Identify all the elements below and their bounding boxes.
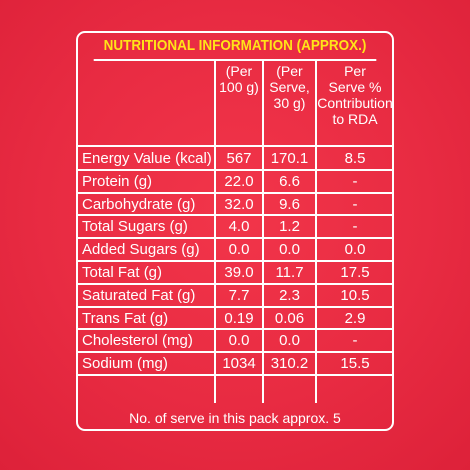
- nutrition-panel: NUTRITIONAL INFORMATION (APPROX.) (Per 10…: [76, 31, 394, 431]
- rda-value: 8.5: [344, 150, 366, 167]
- per-100g-value: 7.7: [228, 286, 250, 304]
- per-serve-value: 310.2: [270, 355, 309, 373]
- nutrient-label: Energy Value (kcal): [82, 150, 212, 167]
- per-serve-value: 0.0: [279, 241, 300, 259]
- column-header-1: (Per 100 g): [215, 63, 263, 95]
- nutrient-label: Protein (g): [82, 172, 153, 190]
- per-serve-value: 11.7: [275, 264, 304, 281]
- panel-title: NUTRITIONAL INFORMATION (APPROX.): [93, 33, 377, 61]
- column-header-line: Contribution: [317, 95, 393, 111]
- rda-value: -: [352, 332, 358, 350]
- per-100g-value: 22.0: [224, 172, 254, 190]
- per-100g-value: 32.0: [224, 195, 254, 213]
- per-100g-value: 39.0: [224, 264, 254, 281]
- row-divider: [78, 351, 392, 354]
- per-100g-value: 4.0: [228, 218, 250, 236]
- nutrient-label: Trans Fat (g): [82, 309, 169, 327]
- column-header-line: Serve,: [269, 79, 310, 95]
- column-header-line: (Per: [276, 63, 303, 79]
- rda-value: -: [352, 195, 358, 213]
- per-100g-value: 0.0: [228, 241, 250, 259]
- column-header-line: to RDA: [332, 111, 378, 127]
- column-header-line: Per: [344, 63, 366, 79]
- per-serve-value: 2.3: [279, 286, 300, 304]
- rda-value: 10.5: [340, 286, 370, 304]
- rda-value: -: [352, 172, 358, 190]
- per-serve-value: 0.06: [274, 309, 305, 327]
- per-100g-value: 567: [226, 150, 252, 167]
- row-divider: [78, 237, 392, 240]
- column-header-line: 100 g): [219, 79, 259, 95]
- rda-value: 15.5: [340, 355, 370, 373]
- rda-value: -: [352, 218, 358, 236]
- nutrient-label: Cholesterol (mg): [82, 332, 193, 350]
- row-divider: [78, 374, 392, 376]
- column-header-line: (Per: [225, 63, 253, 79]
- row-divider: [78, 328, 392, 331]
- nutrient-label: Saturated Fat (g): [82, 286, 196, 304]
- nutrient-label: Total Sugars (g): [82, 218, 188, 236]
- column-divider: [214, 61, 216, 403]
- nutrient-label: Added Sugars (g): [82, 241, 200, 259]
- per-100g-value: 0.19: [224, 309, 254, 327]
- column-header-line: 30 g): [273, 95, 306, 111]
- per-100g-value: 0.0: [228, 332, 250, 350]
- row-divider: [78, 260, 392, 262]
- column-header-line: Serve %: [328, 79, 382, 95]
- column-divider: [315, 61, 317, 403]
- column-header-2: (Per Serve, 30 g): [263, 63, 316, 111]
- row-divider: [78, 168, 392, 171]
- per-serve-value: 1.2: [279, 218, 300, 236]
- header-divider: [78, 145, 392, 147]
- column-header-3: Per Serve % Contribution to RDA: [316, 63, 394, 127]
- nutrient-label: Carbohydrate (g): [82, 195, 196, 213]
- row-divider: [78, 191, 392, 194]
- per-serve-value: 0.0: [279, 332, 300, 350]
- rda-value: 2.9: [344, 309, 366, 327]
- column-divider: [262, 61, 264, 403]
- row-divider: [78, 214, 392, 217]
- per-100g-value: 1034: [222, 355, 256, 373]
- per-serve-value: 9.6: [279, 195, 300, 213]
- rda-value: 17.5: [340, 264, 370, 281]
- rda-value: 0.0: [344, 241, 366, 259]
- per-serve-value: 6.6: [279, 172, 300, 190]
- row-divider: [78, 282, 392, 285]
- nutrient-label: Total Fat (g): [82, 264, 163, 281]
- row-divider: [78, 305, 392, 308]
- per-serve-value: 170.1: [270, 150, 309, 167]
- nutrient-label: Sodium (mg): [82, 355, 168, 373]
- nutrition-table: (Per 100 g) (Per Serve, 30 g) Per Serve % Contr…: [78, 61, 394, 429]
- serving-note: No. of serve in this pack approx. 5: [129, 410, 341, 426]
